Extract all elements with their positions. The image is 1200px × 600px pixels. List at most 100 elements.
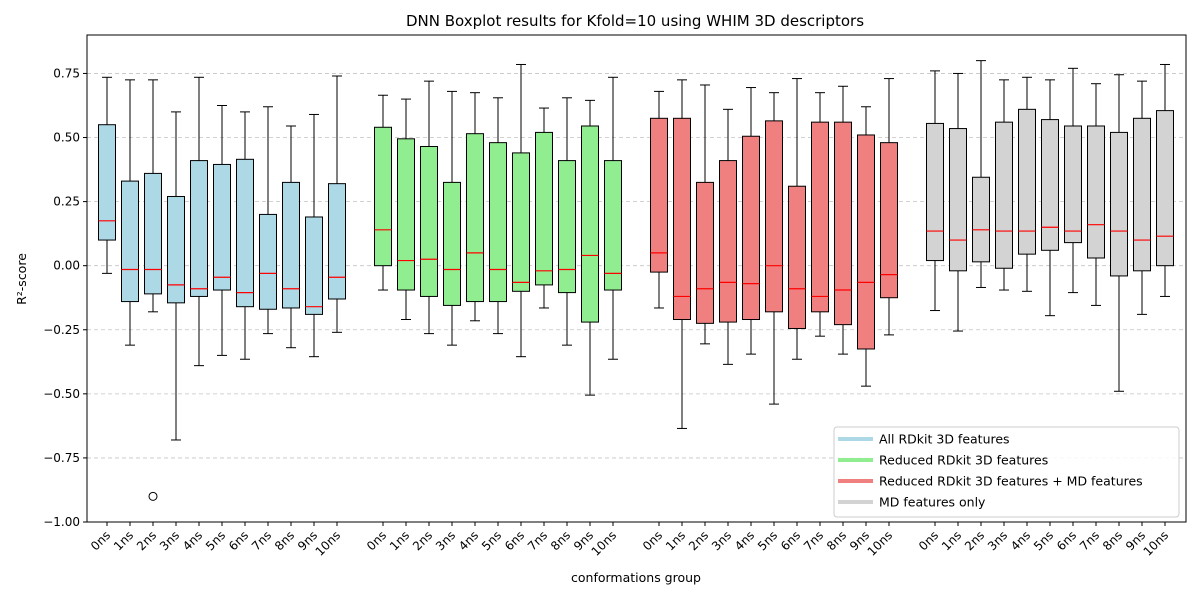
x-tick-label: 4ns [1008,528,1033,553]
box [535,131,553,286]
box [742,135,760,321]
box [972,176,990,263]
x-tick-label: 10ns [1141,528,1172,559]
box [1133,117,1151,272]
box-group-4 [926,60,1174,392]
box [466,133,484,303]
box [1087,125,1105,259]
box [650,117,668,273]
x-tick-label: 4ns [456,528,481,553]
box-group-1 [98,75,346,501]
box [443,181,461,306]
legend: All RDkit 3D features Reduced RDkit 3D fe… [833,426,1180,518]
x-tick-label: 0ns [364,528,389,553]
box [1156,110,1174,267]
box [926,122,944,262]
legend-label: All RDkit 3D features [879,432,1010,447]
box-groups [98,60,1174,501]
y-tick-label: 0.25 [53,195,80,209]
box [282,181,300,309]
legend-label: Reduced RDkit 3D features [879,453,1048,468]
box [420,145,438,297]
x-tick-label: 5ns [755,528,780,553]
x-tick-label: 1ns [387,528,412,553]
box [880,142,898,299]
box [374,126,392,267]
x-tick-label: 8ns [272,528,297,553]
x-tick-label: 6ns [778,528,803,553]
x-tick-label: 5ns [1031,528,1056,553]
x-tick-label: 3ns [709,528,734,553]
box [213,163,231,291]
x-tick-label: 5ns [479,528,504,553]
plot-frame [86,34,1187,523]
x-tick-label: 3ns [433,528,458,553]
box [397,138,415,291]
x-tick-label: 7ns [249,528,274,553]
box [489,142,507,303]
x-tick-label: 8ns [824,528,849,553]
legend-label: MD features only [879,495,986,510]
x-tick-label: 2ns [410,528,435,553]
x-tick-label: 3ns [985,528,1010,553]
box [121,180,139,303]
x-tick-label: 1ns [663,528,688,553]
box [765,120,783,313]
legend-box [833,426,1180,518]
box [696,181,714,324]
x-tick-label: 6ns [1054,528,1079,553]
x-tick-label: 1ns [111,528,136,553]
x-tick-label: 6ns [502,528,527,553]
x-tick-label: 10ns [865,528,896,559]
x-tick-label: 2ns [134,528,159,553]
x-tick-label: 4ns [180,528,205,553]
y-tick-label: 0.50 [53,131,80,145]
x-tick-label: 5ns [203,528,228,553]
x-axis-label: conformations group [571,570,701,585]
x-tick-label: 10ns [589,528,620,559]
x-tick-label: 7ns [801,528,826,553]
box [1041,119,1059,251]
x-tick-label: 6ns [226,528,251,553]
box [512,152,530,292]
x-tick-label: 3ns [157,528,182,553]
box [857,134,875,350]
y-tick-label: −0.25 [43,323,80,337]
box [236,158,254,308]
box [98,124,116,241]
x-tick-label: 0ns [916,528,941,553]
box [788,185,806,329]
x-tick-label: 1ns [939,528,964,553]
x-tick-label: 0ns [88,528,113,553]
y-tick-label: 0.75 [53,66,80,80]
box [719,160,737,323]
box [673,117,691,321]
box [949,128,967,272]
chart-title: DNN Boxplot results for Kfold=10 using W… [406,12,864,30]
box [144,172,162,295]
outlier-point [148,491,158,501]
box-group-3 [650,78,898,429]
x-tick-label: 8ns [1100,528,1125,553]
x-tick-label: 7ns [1077,528,1102,553]
box [995,121,1013,269]
box-group-2 [374,63,622,396]
box [259,213,277,310]
box [1064,125,1082,244]
box [811,121,829,313]
x-tick-label: 2ns [962,528,987,553]
box [190,160,208,297]
y-axis-label: R²-score [14,253,29,305]
box [581,125,599,323]
x-tick-label: 7ns [525,528,550,553]
box [1110,131,1128,277]
x-tick-label: 0ns [640,528,665,553]
x-tick-label: 4ns [732,528,757,553]
box [1018,108,1036,255]
x-tick-label: 10ns [313,528,344,559]
y-tick-label: −0.75 [43,451,80,465]
box [305,216,323,315]
legend-label: Reduced RDkit 3D features + MD features [879,474,1143,489]
